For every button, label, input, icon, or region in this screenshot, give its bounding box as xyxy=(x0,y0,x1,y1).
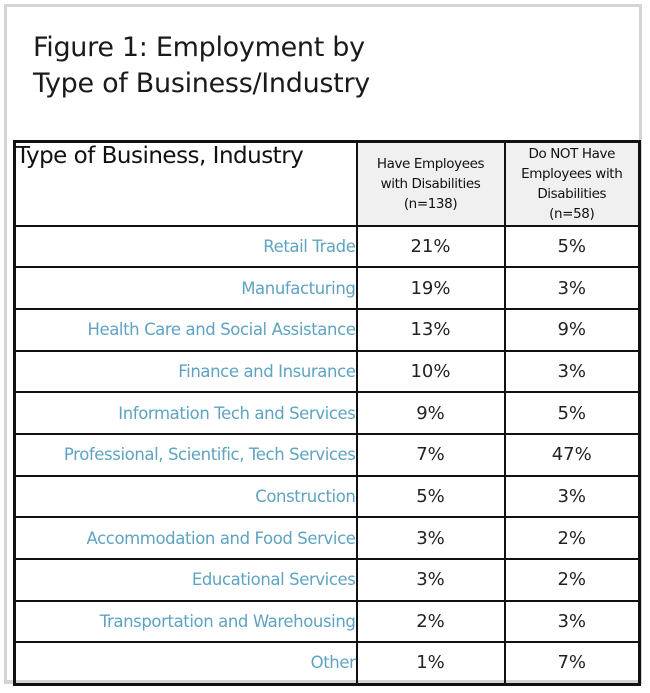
have-employees-value: 10% xyxy=(355,349,506,394)
have-employees-value: 3% xyxy=(355,558,506,602)
table-row: Health Care and Social Assistance 13% 9% xyxy=(13,307,641,352)
industry-label: Other xyxy=(13,641,358,686)
table-row: Accommodation and Food Service 3% 2% xyxy=(13,516,641,560)
column-header-not-have-employees: Do NOT Have Employees with Disabilities … xyxy=(503,140,641,227)
table-row: Transportation and Warehousing 2% 3% xyxy=(13,599,641,644)
table-row: Information Tech and Services 9% 5% xyxy=(13,391,641,435)
column-header-have-line-3: (n=138) xyxy=(403,195,458,212)
have-employees-value: 21% xyxy=(355,224,506,269)
have-employees-value: 9% xyxy=(355,391,506,435)
industry-label: Retail Trade xyxy=(13,224,358,269)
not-have-employees-value: 3% xyxy=(503,266,641,310)
have-employees-value: 13% xyxy=(355,307,506,352)
have-employees-value: 2% xyxy=(355,599,506,644)
table-row: Educational Services 3% 2% xyxy=(13,558,641,602)
table-row: Retail Trade 21% 5% xyxy=(13,224,641,269)
have-employees-value: 19% xyxy=(355,266,506,310)
industry-label: Professional, Scientific, Tech Services xyxy=(13,432,358,477)
table-header-row: Type of Business, Industry Have Employee… xyxy=(13,140,641,227)
column-header-have-line-1: Have Employees xyxy=(376,155,485,172)
table-row: Construction 5% 3% xyxy=(13,474,641,519)
not-have-employees-value: 9% xyxy=(503,307,641,352)
column-header-not-have-line-2: Employees with xyxy=(521,165,623,182)
have-employees-value: 7% xyxy=(355,432,506,477)
column-header-have-line-2: with Disabilities xyxy=(380,175,481,192)
figure-title: Figure 1: Employment by Type of Business… xyxy=(33,30,370,102)
not-have-employees-value: 3% xyxy=(503,599,641,644)
column-header-not-have-line-3: Disabilities xyxy=(537,185,607,202)
not-have-employees-value: 2% xyxy=(503,558,641,602)
have-employees-value: 5% xyxy=(355,474,506,519)
industry-label: Health Care and Social Assistance xyxy=(13,307,358,352)
figure-title-line-2: Type of Business/Industry xyxy=(33,68,370,99)
employment-table: Type of Business, Industry Have Employee… xyxy=(13,140,641,686)
not-have-employees-value: 3% xyxy=(503,349,641,394)
table-row: Professional, Scientific, Tech Services … xyxy=(13,432,641,477)
table-row: Finance and Insurance 10% 3% xyxy=(13,349,641,394)
not-have-employees-value: 47% xyxy=(503,432,641,477)
table-row: Other 1% 7% xyxy=(13,641,641,686)
column-header-not-have-line-1: Do NOT Have xyxy=(528,145,616,162)
industry-label: Construction xyxy=(13,474,358,519)
column-header-industry: Type of Business, Industry xyxy=(13,140,358,227)
industry-label: Information Tech and Services xyxy=(13,391,358,435)
industry-label: Finance and Insurance xyxy=(13,349,358,394)
table-row: Manufacturing 19% 3% xyxy=(13,266,641,310)
not-have-employees-value: 3% xyxy=(503,474,641,519)
not-have-employees-value: 2% xyxy=(503,516,641,560)
have-employees-value: 3% xyxy=(355,516,506,560)
not-have-employees-value: 5% xyxy=(503,224,641,269)
not-have-employees-value: 7% xyxy=(503,641,641,686)
column-header-have-employees: Have Employees with Disabilities (n=138) xyxy=(355,140,506,227)
industry-label: Accommodation and Food Service xyxy=(13,516,358,560)
have-employees-value: 1% xyxy=(355,641,506,686)
table-body: Retail Trade 21% 5% Manufacturing 19% 3%… xyxy=(13,224,641,686)
industry-label: Manufacturing xyxy=(13,266,358,310)
figure-title-line-1: Figure 1: Employment by xyxy=(33,32,365,63)
industry-label: Educational Services xyxy=(13,558,358,602)
column-header-not-have-line-4: (n=58) xyxy=(549,205,595,222)
industry-label: Transportation and Warehousing xyxy=(13,599,358,644)
not-have-employees-value: 5% xyxy=(503,391,641,435)
